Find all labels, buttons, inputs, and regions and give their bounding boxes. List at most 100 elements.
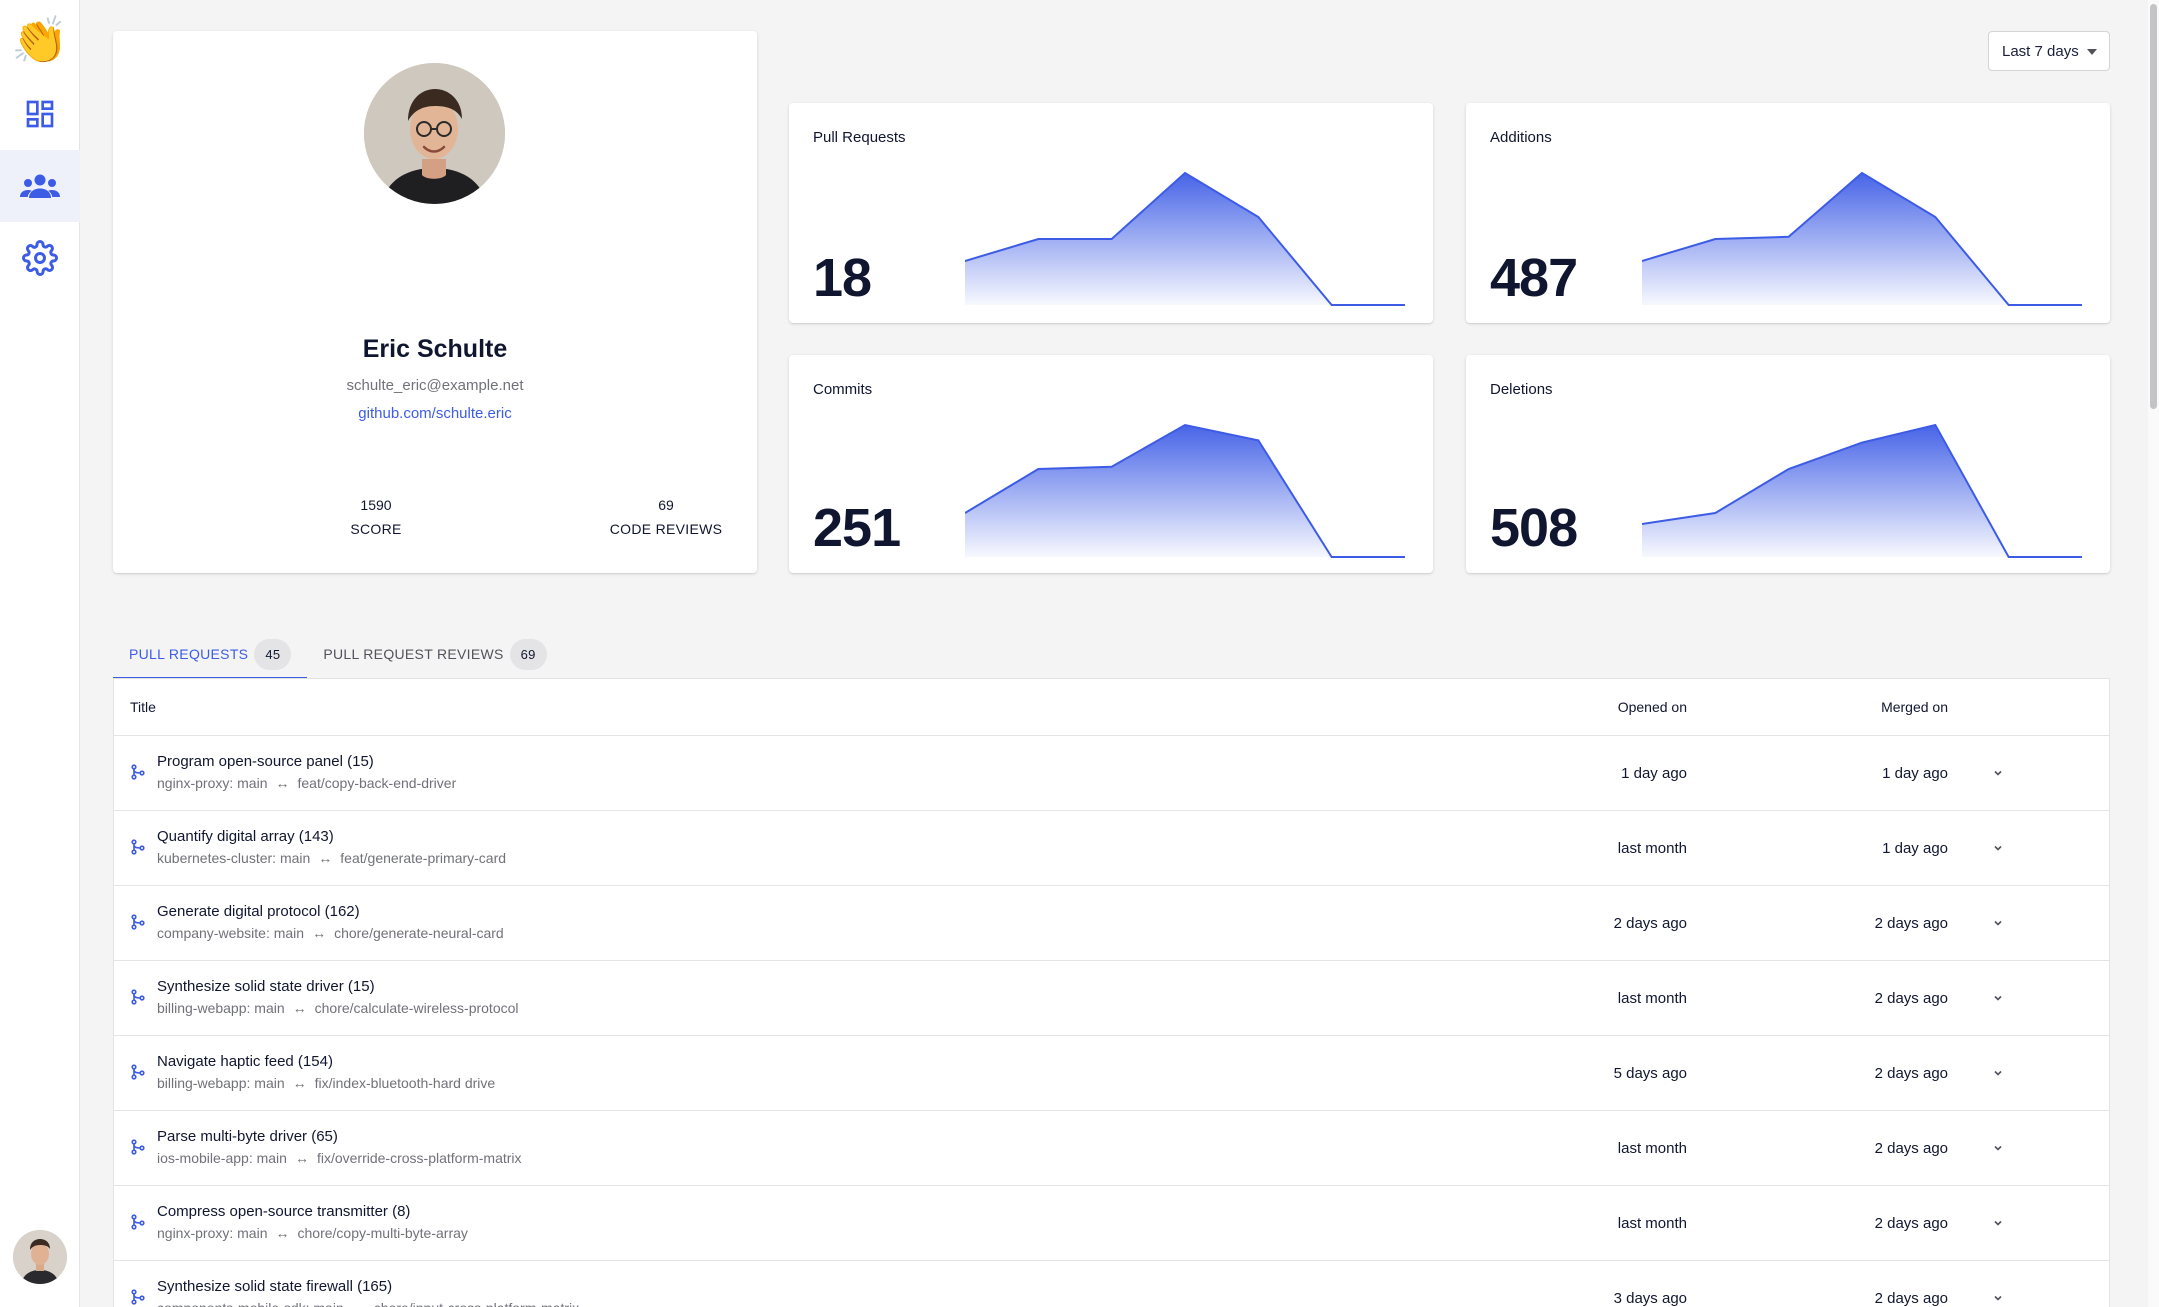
pr-source-branch: feat/generate-primary-card [340, 850, 507, 866]
pr-title: Generate digital protocol (162) [157, 903, 360, 920]
pr-opened-on: 1 day ago [1621, 765, 1687, 782]
sidebar-item-settings[interactable] [0, 222, 80, 294]
bidirectional-arrow-icon: ↔ [312, 925, 327, 941]
sparkline-chart [965, 171, 1405, 306]
profile-card: Eric Schulte schulte_eric@example.net gi… [113, 31, 757, 573]
gear-icon [22, 240, 58, 276]
tab-label: PULL REQUEST REVIEWS [323, 646, 504, 662]
pull-request-icon [131, 989, 145, 1005]
chevron-down-icon[interactable] [1991, 841, 2005, 855]
chevron-down-icon[interactable] [1991, 1066, 2005, 1080]
tab-label: PULL REQUESTS [129, 646, 249, 662]
sidebar-item-team[interactable] [0, 150, 80, 222]
score-value: 1590 [360, 497, 392, 513]
tab-pull-request-reviews[interactable]: PULL REQUEST REVIEWS 69 [307, 630, 562, 678]
profile-email: schulte_eric@example.net [346, 377, 524, 394]
pr-title: Quantify digital array (143) [157, 828, 334, 845]
table-header: Title Opened on Merged on [114, 679, 2109, 736]
pr-title: Navigate haptic feed (154) [157, 1053, 333, 1070]
pr-source-branch: feat/copy-back-end-driver [297, 775, 457, 791]
pr-source-branch: fix/override-cross-platform-matrix [316, 1150, 522, 1166]
pr-merged-on: 2 days ago [1874, 1065, 1948, 1082]
pr-source-branch: chore/copy-multi-byte-array [297, 1225, 468, 1241]
metric-value: 487 [1490, 248, 1578, 308]
chevron-down-icon[interactable] [1991, 916, 2005, 930]
column-header-merged[interactable]: Merged on [1881, 699, 1948, 715]
bidirectional-arrow-icon: ↔ [275, 775, 290, 791]
profile-photo [364, 63, 505, 204]
pr-branch: company-website: main ↔ chore/generate-neu… [157, 925, 504, 941]
team-icon [20, 174, 60, 198]
bidirectional-arrow-icon: ↔ [352, 1300, 366, 1307]
bidirectional-arrow-icon: ↔ [292, 1075, 307, 1091]
sparkline-chart [1642, 423, 2082, 558]
table-row[interactable]: Synthesize solid state driver (15) billi… [114, 961, 2109, 1036]
chevron-down-icon[interactable] [1991, 1141, 2005, 1155]
pr-title: Compress open-source transmitter (8) [157, 1203, 411, 1220]
chevron-down-icon[interactable] [1991, 766, 2005, 780]
sparkline-chart [1642, 171, 2082, 306]
column-header-opened[interactable]: Opened on [1617, 699, 1687, 715]
sparkline-area [965, 425, 1405, 557]
chevron-down-icon[interactable] [1991, 991, 2005, 1005]
date-range-label: Last 7 days [2002, 42, 2079, 60]
user-avatar[interactable] [13, 1230, 67, 1284]
pr-opened-on: last month [1617, 1140, 1687, 1157]
pr-title: Parse multi-byte driver (65) [157, 1128, 338, 1145]
table-row[interactable]: Program open-source panel (15) nginx-pro… [114, 736, 2109, 811]
table-row[interactable]: Compress open-source transmitter (8) ngi… [114, 1186, 2109, 1261]
pr-merged-on: 2 days ago [1874, 990, 1948, 1007]
profile-photo-image [364, 63, 505, 204]
sidebar: 👏 [0, 0, 80, 1307]
table-row[interactable]: Navigate haptic feed (154) billing-webap… [114, 1036, 2109, 1111]
sparkline-line [1642, 171, 2082, 306]
table-row[interactable]: Parse multi-byte driver (65) ios-mobile-… [114, 1111, 2109, 1186]
date-range-select[interactable]: Last 7 days [1988, 31, 2110, 71]
metric-value: 508 [1490, 498, 1578, 558]
bidirectional-arrow-icon: ↔ [294, 1150, 309, 1166]
pull-request-icon [131, 1289, 145, 1305]
table-row[interactable]: Generate digital protocol (162) company-… [114, 886, 2109, 961]
scrollbar-thumb[interactable] [2150, 4, 2157, 409]
pull-request-icon [131, 1064, 145, 1080]
code-reviews-value: 69 [658, 497, 674, 513]
pr-branch: billing-webapp: main ↔ chore/calculate-wir… [157, 1000, 519, 1016]
tab-bar: PULL REQUESTS 45 PULL REQUEST REVIEWS 69 [113, 630, 563, 679]
pr-repo: ios-mobile-app: main [157, 1150, 287, 1166]
pr-repo: nginx-proxy: main [157, 775, 268, 791]
tab-pull-requests[interactable]: PULL REQUESTS 45 [113, 630, 308, 679]
pr-title: Program open-source panel (15) [157, 753, 374, 770]
sparkline-line [965, 171, 1405, 306]
sidebar-item-dashboard[interactable] [0, 78, 80, 150]
clap-logo[interactable]: 👏 [11, 14, 69, 66]
bidirectional-arrow-icon: ↔ [318, 850, 333, 866]
pr-source-branch: fix/index-bluetooth-hard drive [314, 1075, 496, 1091]
metric-value: 18 [813, 248, 872, 308]
pr-opened-on: 3 days ago [1613, 1290, 1687, 1307]
pr-merged-on: 1 day ago [1882, 765, 1948, 782]
page-scrollbar[interactable] [2148, 0, 2159, 1307]
pr-repo: billing-webapp: main [157, 1000, 285, 1016]
column-header-title[interactable]: Title [130, 699, 156, 715]
pr-branch: nginx-proxy: main ↔ feat/copy-back-end-dri… [157, 775, 456, 791]
sparkline-area [1642, 425, 2082, 557]
pr-title: Synthesize solid state firewall (165) [157, 1278, 393, 1295]
github-link[interactable]: github.com/schulte.eric [358, 405, 512, 422]
avatar-image [13, 1230, 67, 1284]
chevron-down-icon[interactable] [1991, 1291, 2005, 1305]
metric-title: Additions [1490, 129, 1552, 146]
pull-request-icon [131, 1214, 145, 1230]
pr-opened-on: last month [1617, 840, 1687, 857]
table-body: Program open-source panel (15) nginx-pro… [114, 736, 2109, 1307]
table-row[interactable]: Synthesize solid state firewall (165) co… [114, 1261, 2109, 1307]
table-row[interactable]: Quantify digital array (143) kubernetes-… [114, 811, 2109, 886]
metric-card-deletions: Deletions 508 [1466, 355, 2110, 573]
bidirectional-arrow-icon: ↔ [275, 1225, 290, 1241]
pr-repo: nginx-proxy: main [157, 1225, 268, 1241]
chevron-down-icon[interactable] [1991, 1216, 2005, 1230]
pr-repo: components-mobile-sdk: main [157, 1300, 344, 1307]
pull-request-icon [131, 1139, 145, 1155]
score-label: SCORE [350, 521, 402, 537]
pr-source-branch: chore/generate-neural-card [334, 925, 504, 941]
pr-opened-on: 5 days ago [1613, 1065, 1687, 1082]
